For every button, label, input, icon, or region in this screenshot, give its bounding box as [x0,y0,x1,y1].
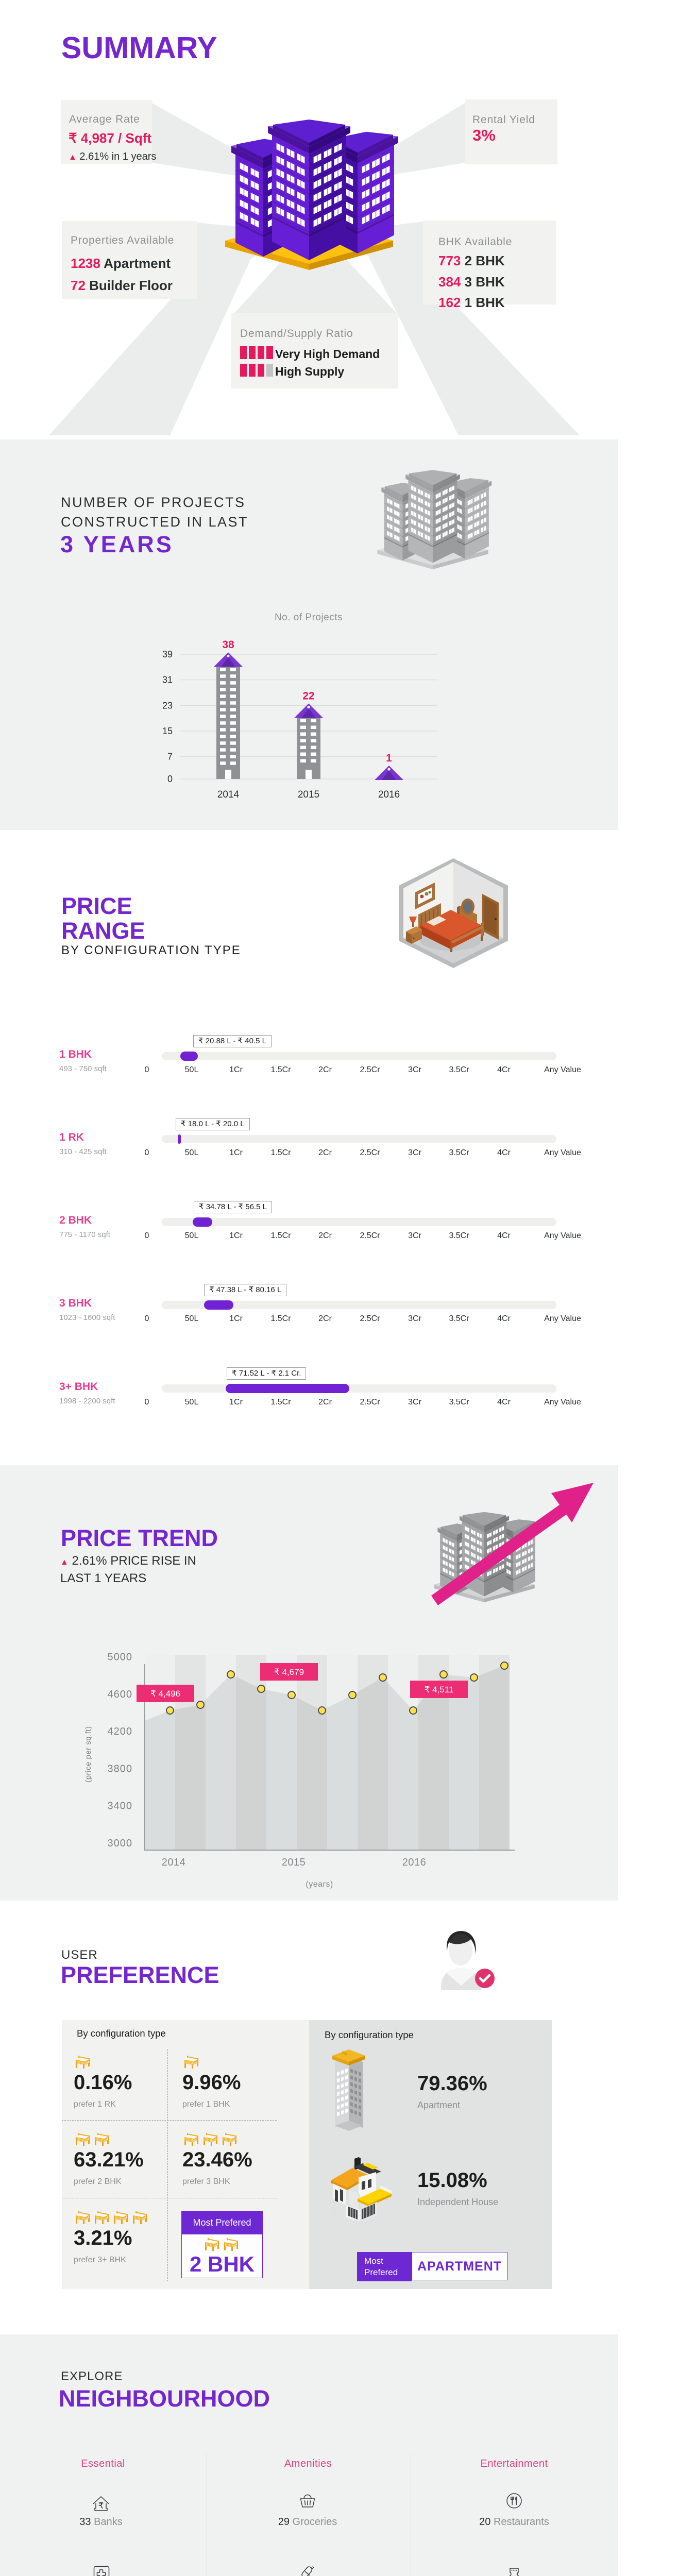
svg-text:15: 15 [162,726,173,736]
svg-text:4200: 4200 [108,1726,133,1737]
svg-text:2015: 2015 [298,789,319,800]
svg-text:2015: 2015 [282,1857,306,1868]
svg-text:2014: 2014 [162,1857,186,1868]
svg-text:39: 39 [162,649,173,659]
svg-text:7: 7 [167,752,173,762]
svg-text:38: 38 [222,639,234,651]
svg-text:2016: 2016 [402,1857,427,1868]
svg-text:₹: ₹ [98,2501,104,2511]
svg-text:₹ 4,679: ₹ 4,679 [274,1667,304,1677]
svg-text:0: 0 [167,774,173,784]
svg-text:3400: 3400 [108,1801,133,1812]
svg-text:(years): (years) [306,1880,333,1889]
svg-text:2014: 2014 [217,789,240,800]
svg-text:3800: 3800 [108,1763,133,1774]
svg-text:22: 22 [302,690,314,702]
svg-text:1: 1 [386,752,392,764]
svg-text:23: 23 [162,700,173,710]
svg-text:4600: 4600 [108,1689,133,1700]
svg-text:5000: 5000 [108,1652,133,1663]
svg-text:(price per sq.ft): (price per sq.ft) [84,1726,93,1782]
svg-text:31: 31 [162,675,173,685]
svg-text:3000: 3000 [108,1838,133,1849]
svg-text:No. of Projects: No. of Projects [275,612,343,623]
svg-text:₹ 4,511: ₹ 4,511 [425,1685,454,1694]
svg-text:₹ 4,496: ₹ 4,496 [150,1689,180,1699]
svg-text:2016: 2016 [378,789,400,800]
